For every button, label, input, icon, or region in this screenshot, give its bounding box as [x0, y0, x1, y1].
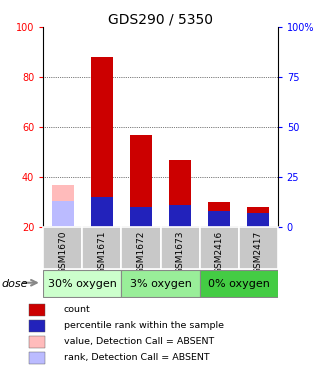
Bar: [29, 352, 45, 363]
Bar: [52, 201, 74, 227]
Bar: [130, 207, 152, 227]
Text: GSM1671: GSM1671: [97, 230, 107, 274]
Bar: [239, 227, 278, 269]
Text: GSM1672: GSM1672: [136, 230, 145, 274]
Bar: [247, 213, 269, 227]
Bar: [169, 205, 191, 227]
Text: GSM1673: GSM1673: [176, 230, 185, 274]
Text: GSM1670: GSM1670: [58, 230, 67, 274]
Bar: [169, 160, 191, 227]
Bar: [160, 227, 200, 269]
Bar: [82, 227, 121, 269]
Text: GSM2417: GSM2417: [254, 230, 263, 273]
Bar: [200, 270, 278, 297]
Text: 0% oxygen: 0% oxygen: [208, 279, 270, 289]
Bar: [29, 320, 45, 332]
Text: dose: dose: [2, 279, 28, 289]
Text: 30% oxygen: 30% oxygen: [48, 279, 117, 289]
Bar: [208, 202, 230, 227]
Text: value, Detection Call = ABSENT: value, Detection Call = ABSENT: [64, 337, 214, 347]
Bar: [121, 227, 160, 269]
Text: GSM2416: GSM2416: [214, 230, 224, 273]
Bar: [43, 270, 121, 297]
Bar: [200, 227, 239, 269]
Text: percentile rank within the sample: percentile rank within the sample: [64, 321, 223, 330]
Bar: [208, 211, 230, 227]
Bar: [247, 207, 269, 227]
Text: count: count: [64, 306, 90, 314]
Text: rank, Detection Call = ABSENT: rank, Detection Call = ABSENT: [64, 354, 209, 362]
Bar: [52, 184, 74, 227]
Bar: [43, 227, 82, 269]
Title: GDS290 / 5350: GDS290 / 5350: [108, 12, 213, 26]
Bar: [29, 305, 45, 315]
Bar: [130, 135, 152, 227]
Bar: [121, 270, 200, 297]
Text: 3% oxygen: 3% oxygen: [130, 279, 191, 289]
Bar: [29, 336, 45, 348]
Bar: [91, 197, 113, 227]
Bar: [91, 57, 113, 227]
